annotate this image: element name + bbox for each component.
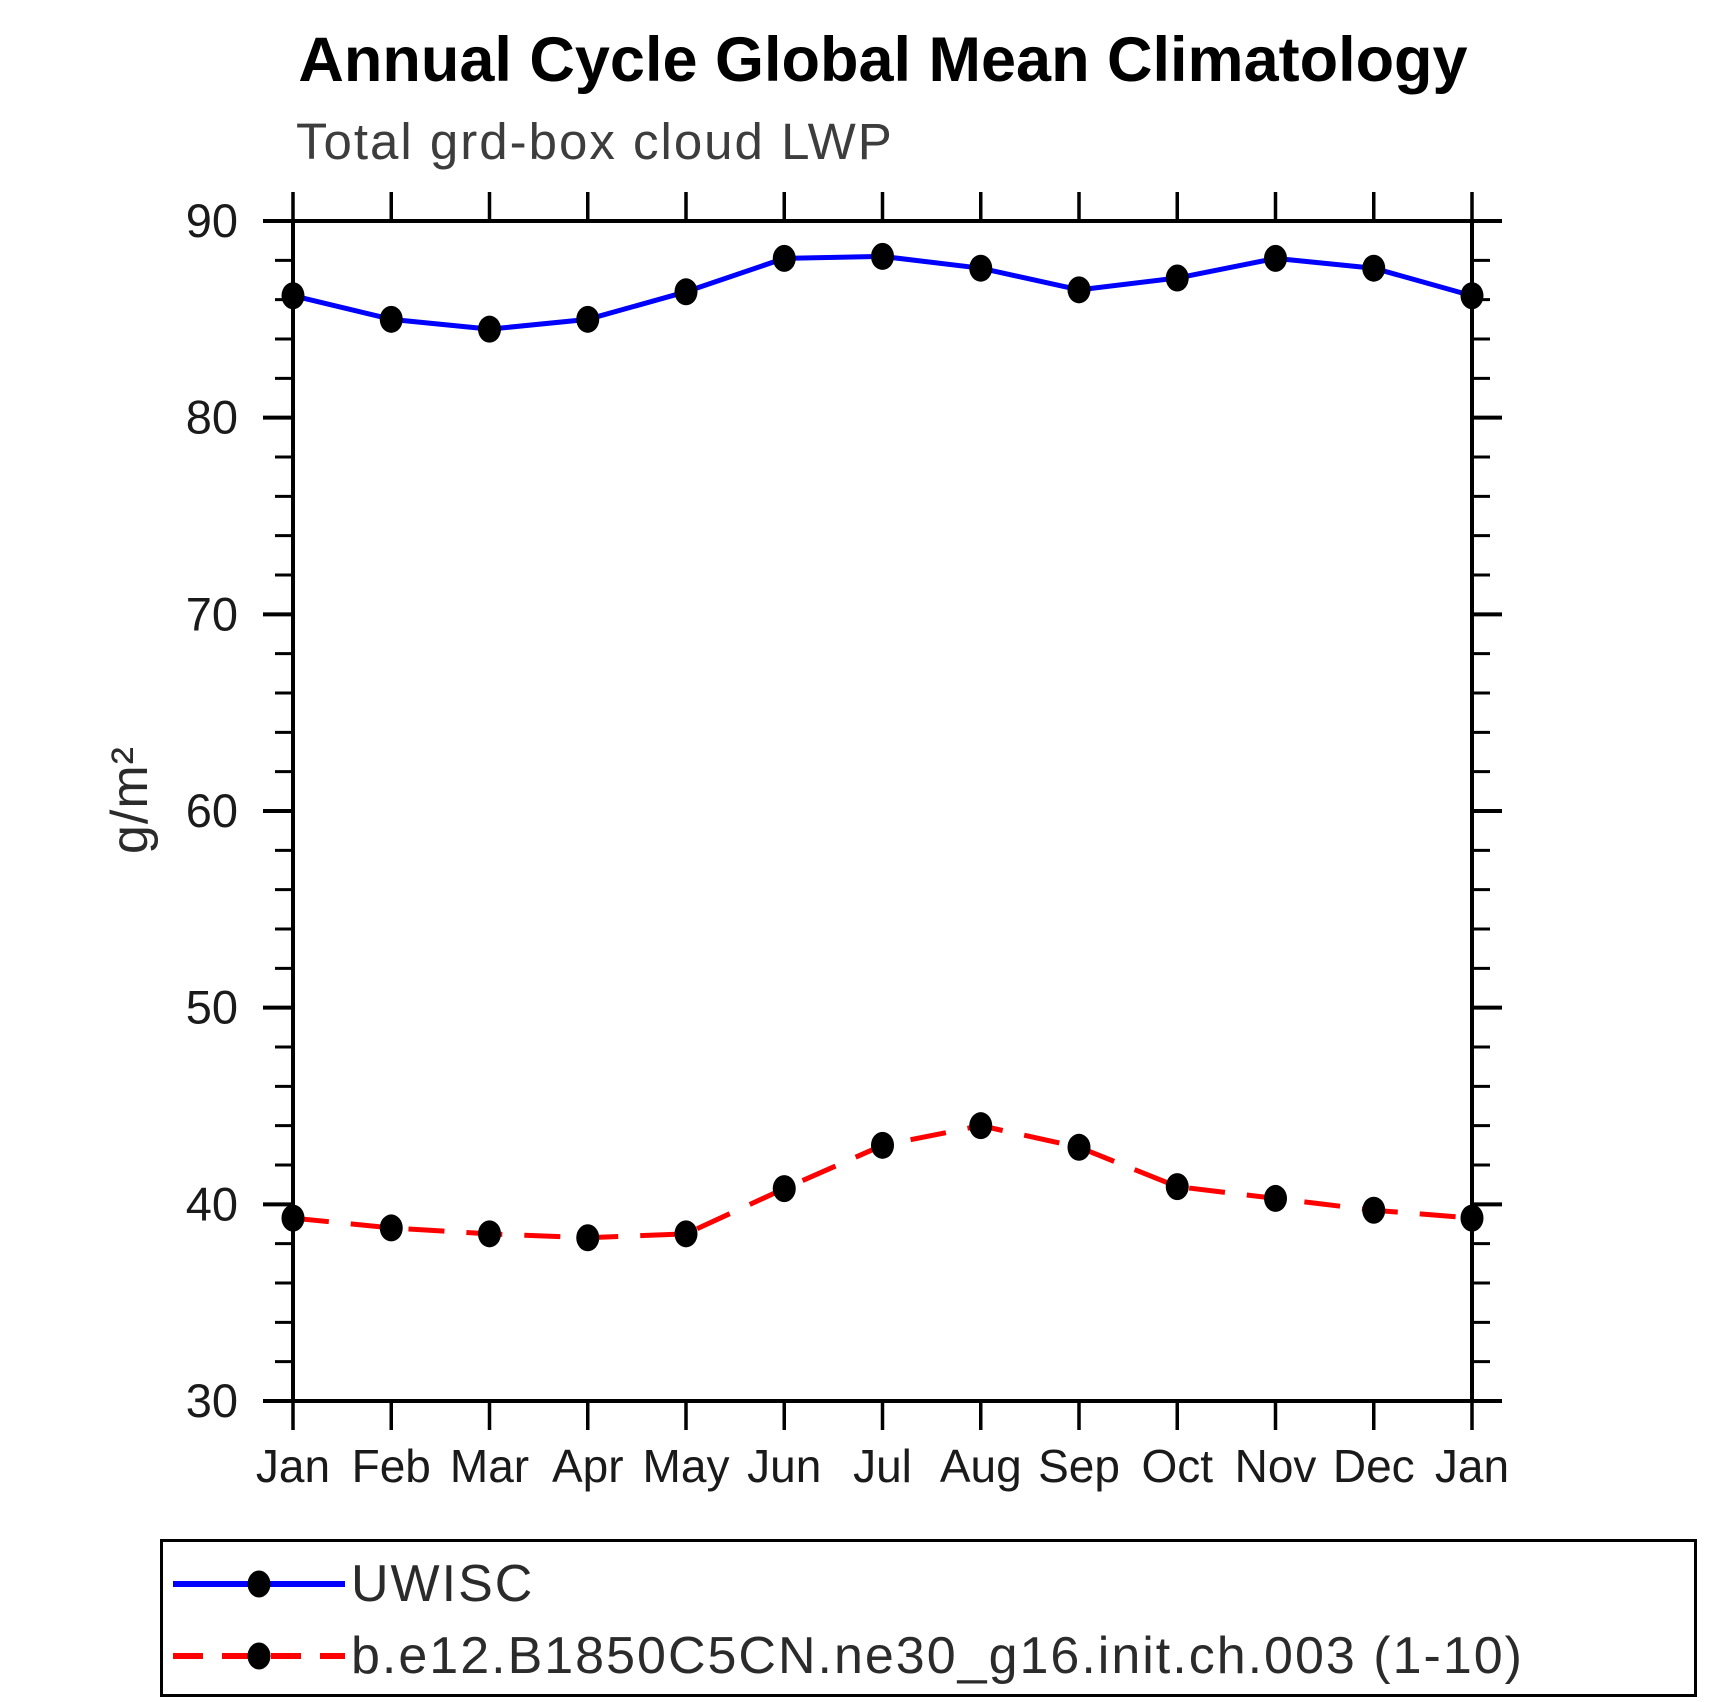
- data-point-marker: [969, 1112, 993, 1140]
- data-point-marker: [576, 1224, 600, 1252]
- y-axis-tick-label: 90: [186, 194, 238, 247]
- x-axis-tick-label: Jul: [853, 1440, 912, 1492]
- data-point-marker: [871, 242, 894, 270]
- x-axis-tick-label: Dec: [1333, 1440, 1415, 1492]
- data-point-marker: [674, 278, 698, 306]
- data-point-marker: [281, 1204, 305, 1232]
- data-point-marker: [674, 1220, 698, 1248]
- x-axis-tick-label: Apr: [552, 1440, 624, 1492]
- y-axis-tick-label: 40: [186, 1177, 238, 1230]
- data-point-marker: [969, 254, 993, 282]
- y-axis-tick-label: 30: [186, 1374, 238, 1427]
- legend-box: UWISC b.e12.B1850C5CN.ne30_g16.init.ch.00…: [160, 1539, 1697, 1697]
- y-axis-tick-label: 80: [186, 391, 238, 444]
- x-axis-tick-label: Mar: [450, 1440, 529, 1492]
- data-point-marker: [576, 305, 600, 333]
- x-axis-tick-label: Jan: [256, 1440, 330, 1492]
- data-point-marker: [379, 1214, 403, 1242]
- data-point-marker: [478, 1220, 501, 1248]
- data-point-marker: [1460, 282, 1484, 310]
- x-axis-tick-label: Nov: [1235, 1440, 1317, 1492]
- data-point-marker: [1362, 254, 1386, 282]
- x-axis-tick-label: Aug: [940, 1440, 1022, 1492]
- x-axis-tick-label: Jan: [1435, 1440, 1509, 1492]
- data-point-marker: [1067, 276, 1091, 304]
- legend-item: UWISC: [169, 1555, 535, 1613]
- data-point-marker: [1362, 1196, 1386, 1224]
- x-axis-tick-label: Oct: [1141, 1440, 1213, 1492]
- legend-marker: [247, 1570, 271, 1598]
- data-point-marker: [1264, 244, 1287, 272]
- data-point-marker: [772, 244, 796, 272]
- legend-item-label: UWISC: [351, 1555, 535, 1613]
- data-point-marker: [1165, 1173, 1189, 1201]
- data-point-marker: [478, 315, 501, 343]
- x-axis-tick-label: Jun: [747, 1440, 821, 1492]
- plot-frame: [291, 219, 1474, 1403]
- legend-item: b.e12.B1850C5CN.ne30_g16.init.ch.003 (1-…: [169, 1627, 1524, 1685]
- data-point-marker: [1067, 1133, 1091, 1161]
- data-point-marker: [1460, 1204, 1484, 1232]
- data-point-marker: [281, 282, 305, 310]
- legend-line-sample: [173, 1642, 345, 1670]
- chart-subtitle: Total grd-box cloud LWP: [296, 113, 894, 170]
- legend-line-sample: [173, 1570, 345, 1598]
- data-point-marker: [871, 1131, 894, 1159]
- data-point-marker: [1165, 264, 1189, 292]
- data-point-marker: [1264, 1184, 1287, 1212]
- y-axis-tick-label: 50: [186, 981, 238, 1034]
- x-axis-tick-label: May: [643, 1440, 730, 1492]
- y-axis-tick-label: 70: [186, 587, 238, 640]
- y-axis-tick-label: 60: [186, 784, 238, 837]
- chart-title: Annual Cycle Global Mean Climatology: [298, 25, 1468, 95]
- legend-item-label: b.e12.B1850C5CN.ne30_g16.init.ch.003 (1-…: [351, 1627, 1524, 1685]
- legend-marker: [247, 1642, 271, 1670]
- x-axis-tick-label: Sep: [1038, 1440, 1120, 1492]
- data-point-marker: [379, 305, 403, 333]
- data-point-marker: [772, 1175, 796, 1203]
- x-axis-tick-label: Feb: [352, 1440, 431, 1492]
